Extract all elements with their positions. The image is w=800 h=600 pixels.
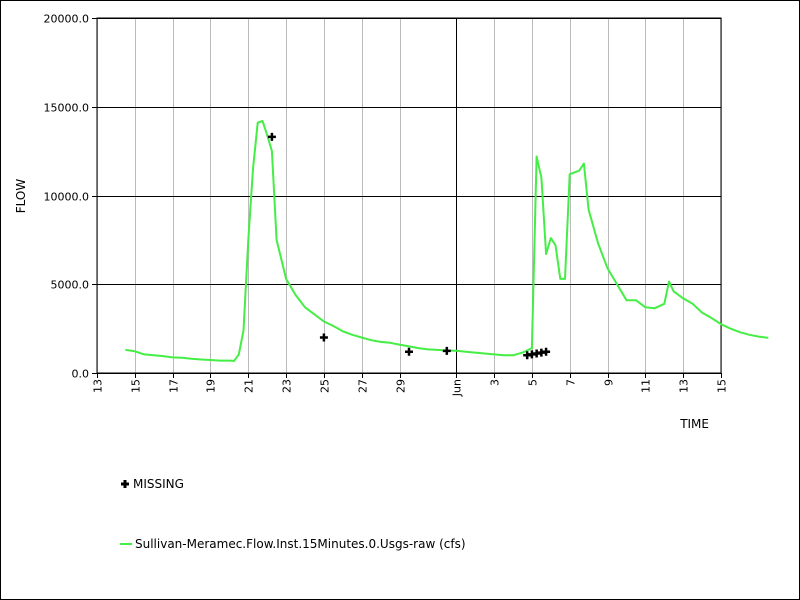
y-tick-label: 10000.0 [44, 191, 90, 204]
x-tick-label: 21 [243, 379, 256, 393]
x-tick-label: 5 [527, 379, 540, 386]
series-layer [125, 120, 769, 362]
missing-marker [405, 347, 413, 356]
x-tick-label: 29 [395, 379, 408, 393]
y-tick-label: 0.0 [72, 368, 90, 381]
legend-label-missing: MISSING [133, 477, 184, 491]
plot-area-border [96, 17, 722, 374]
legend-item-missing: MISSING [120, 477, 184, 491]
axis-layer: 13 15 17 19 21 23 25 27 29 Jun 3 5 7 9 11 13 15 0.0 5000.0… [44, 13, 729, 398]
y-tick-label: 15000.0 [44, 102, 90, 115]
x-tick-label: 7 [565, 379, 578, 386]
plus-marker-icon [121, 480, 129, 488]
x-tick-label: 19 [205, 379, 218, 393]
y-tick-label: 5000.0 [51, 279, 90, 292]
y-axis-title: FLOW [14, 179, 28, 214]
flow-series-line [125, 120, 769, 362]
x-tick-label: 13 [678, 379, 691, 393]
x-tick-label: 15 [130, 379, 143, 393]
missing-marker [267, 132, 276, 141]
x-tick-label: 17 [168, 379, 181, 393]
marker-layer [267, 132, 551, 360]
green-line-icon [120, 543, 132, 545]
legend-label-flow: Sullivan-Meramec.Flow.Inst.15Minutes.0.U… [135, 537, 466, 551]
x-tick-label: 27 [357, 379, 370, 393]
x-axis-title: TIME [679, 417, 709, 431]
grid-layer [97, 18, 722, 374]
x-tick-label: 25 [319, 379, 332, 393]
x-tick-label: 3 [489, 379, 502, 386]
x-tick-label: 9 [603, 379, 616, 386]
x-tick-label: 15 [716, 379, 729, 393]
missing-marker [319, 333, 328, 342]
x-tick-label: 23 [281, 379, 294, 393]
x-tick-label: Jun [451, 379, 464, 397]
x-tick-label: 13 [92, 379, 105, 393]
missing-marker [442, 346, 451, 355]
x-tick-label: 11 [640, 379, 653, 393]
missing-marker [542, 347, 551, 356]
y-tick-label: 20000.0 [44, 13, 90, 26]
legend-item-flow: Sullivan-Meramec.Flow.Inst.15Minutes.0.U… [120, 537, 466, 551]
